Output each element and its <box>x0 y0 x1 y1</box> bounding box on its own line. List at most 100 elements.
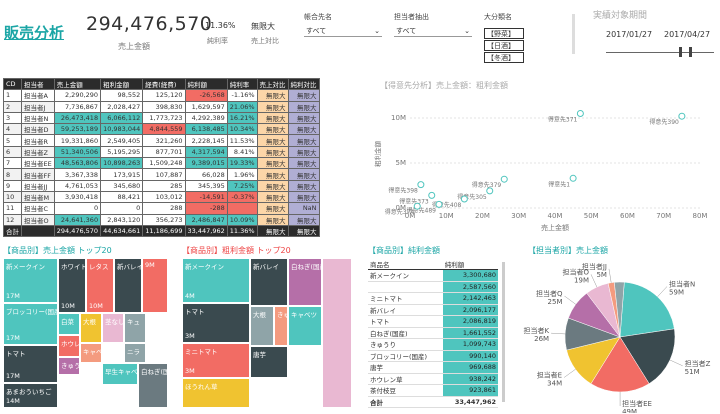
category-chip-vegetable[interactable]: 【野菜】 <box>484 28 524 39</box>
pie-slice[interactable] <box>619 328 676 384</box>
table-header[interactable]: 純利率 <box>226 77 258 91</box>
treemap-cell[interactable]: 大根 <box>250 306 274 346</box>
treemap-cell[interactable]: きゅうり <box>58 357 80 375</box>
treemap-cell[interactable]: 新メークイン 4M <box>182 258 250 303</box>
treemap-cell[interactable]: 大根 <box>80 313 102 343</box>
table-header[interactable]: 経費(経費) <box>142 77 186 91</box>
staff-dropdown[interactable]: すべて ⌄ <box>394 25 472 37</box>
treemap-cell[interactable]: 唐芋 <box>250 346 288 378</box>
treemap-value: 4M <box>185 292 195 300</box>
treemap-cell[interactable]: キャベツ <box>288 306 322 346</box>
product-table: 商品名 純利額 新メークイン 3,300,680 2,587,560 ミニトマト 2,14… <box>368 258 498 408</box>
treemap-cell[interactable]: あまおういちご 14M <box>3 383 58 408</box>
treemap-cell[interactable]: ミニトマト 3M <box>182 343 250 378</box>
table-cell: 無限大 <box>256 179 289 192</box>
treemap-cell[interactable]: 白ねぎ(国産) <box>288 258 322 306</box>
table-row[interactable]: 2,587,560 <box>368 281 498 293</box>
table-cell: 16.21% <box>226 111 258 125</box>
table-cell: 茶付枝豆 <box>368 384 443 397</box>
treemap-cell[interactable]: ブロッコリー(国産) 17M <box>3 303 58 345</box>
treemap-cell[interactable]: 9M <box>142 258 168 313</box>
table-row[interactable]: 4 担当者D 59,253,189 10,983,044 4,844,559 6,138,… <box>3 123 320 136</box>
category-scrollbar[interactable] <box>572 14 575 54</box>
table-header[interactable]: 商品名 <box>368 258 443 270</box>
table-header[interactable]: 売上金額 <box>53 77 102 91</box>
treemap-cell[interactable]: 白ねぎ(国産) <box>138 363 168 408</box>
treemap-cell[interactable]: キャベツ <box>80 343 102 363</box>
table-row[interactable]: ブロッコリー(国産) 990,140 <box>368 350 498 362</box>
table-header[interactable]: 純利対比 <box>287 77 320 91</box>
table-row[interactable]: 12 担当者O 24,641,360 2,843,120 356,273 2,486,84… <box>3 213 320 226</box>
table-header[interactable]: 粗利金額 <box>100 77 144 91</box>
treemap-cell[interactable]: ほうれん草 <box>182 378 250 408</box>
table-row[interactable]: 9 担当者JJ 4,761,053 345,680 285 345,395 7.25% 無限大… <box>3 179 320 192</box>
x-tick-label: 10M <box>439 212 454 220</box>
table-row[interactable]: 7 担当者EE 48,563,806 10,898,263 1,509,248 9,389… <box>3 157 320 170</box>
treemap-cell[interactable]: 新バレイ <box>114 258 142 313</box>
table-cell: 担当者O <box>21 213 55 226</box>
x-tick-label: 70M <box>656 212 671 220</box>
table-header[interactable]: 担当者 <box>21 77 55 91</box>
treemap-cell[interactable]: キュ <box>124 313 146 343</box>
table-cell: 923,861 <box>442 384 498 397</box>
table-cell: 9 <box>3 179 22 192</box>
table-header[interactable]: CD <box>3 77 22 91</box>
pie-slice[interactable] <box>614 281 625 338</box>
product-table-scrollbar[interactable] <box>502 262 505 402</box>
treemap-label: キャベツ <box>291 311 317 319</box>
treemap-cell[interactable]: きゅうり <box>274 306 288 346</box>
table-row[interactable]: 3 担当者N 26,473,418 6,066,112 1,773,723 4,292,3… <box>3 111 320 125</box>
table-row[interactable]: 11 担当者C 0 0 288 -288 無限大 NaN <box>3 202 320 215</box>
pie-slice[interactable] <box>619 281 675 338</box>
table-cell: -26,568 <box>184 89 228 102</box>
treemap-cell[interactable]: 新バレイ <box>250 258 288 306</box>
table-row[interactable]: 1 担当者A 2,290,290 98,552 125,120 -26,568 -1.16%… <box>3 89 320 102</box>
table-cell: 1,099,743 <box>442 338 498 351</box>
treemap-cell[interactable]: トマト 3M <box>182 303 250 343</box>
table-cell: 2,142,463 <box>442 292 498 305</box>
table-row[interactable]: トマト 2,086,819 <box>368 315 498 328</box>
pie-leader-line <box>657 286 668 297</box>
treemap-cell[interactable]: ホワイトアスパラ 10M <box>58 258 86 313</box>
category-chip-winter[interactable]: 【冬酒】 <box>484 52 524 63</box>
table-header[interactable]: 純利額 <box>442 258 498 270</box>
table-row[interactable]: 2 担当者J 7,736,867 2,028,427 398,830 1,629,597 2… <box>3 100 320 113</box>
treemap-cell[interactable]: 早生キャベツ <box>102 363 138 385</box>
scatter-chart: 0M 5M 10M 0M 10M 20M 30M 40M 50M 60M 70M 80M 粗利金額売上金… <box>373 110 707 232</box>
table-row[interactable]: 唐芋 969,688 <box>368 361 498 374</box>
table-cell: 白ねぎ(国産) <box>368 327 443 339</box>
table-row[interactable]: 6 担当者Z 51,340,506 5,195,295 877,701 4,317,594… <box>3 145 320 159</box>
treemap-cell[interactable] <box>322 258 352 408</box>
table-cell: 294,476,570 <box>53 224 102 238</box>
table-header[interactable]: 売上対比 <box>256 77 289 91</box>
table-row[interactable]: ミニトマト 2,142,463 <box>368 292 498 305</box>
table-row[interactable]: 8 担当者FF 3,367,338 173,915 107,887 66,028 1.96%… <box>3 168 320 181</box>
treemap-cell[interactable]: トマト 17M <box>3 345 58 383</box>
table-row[interactable]: ホウレン草 938,242 <box>368 373 498 385</box>
date-slider-handle-end[interactable] <box>689 47 692 57</box>
table-cell: 6 <box>3 145 22 159</box>
table-row[interactable]: 新メークイン 3,300,680 <box>368 269 498 282</box>
region-dropdown[interactable]: すべて ⌄ <box>304 25 382 37</box>
table-row[interactable]: きゅうり 1,099,743 <box>368 338 498 351</box>
table-row[interactable]: 新バレイ 2,096,177 <box>368 304 498 316</box>
treemap-cell[interactable]: 茎なし <box>102 313 124 343</box>
date-from[interactable]: 2017/01/27 <box>606 30 653 39</box>
treemap-cell[interactable]: 新メークイン 17M <box>3 258 58 303</box>
table-row[interactable]: 茶付枝豆 923,861 <box>368 384 498 397</box>
table-header[interactable]: 純利額 <box>184 77 228 91</box>
table-cell: 356,273 <box>142 213 186 226</box>
treemap-cell[interactable]: レタス 10M <box>86 258 114 313</box>
date-to[interactable]: 2017/04/27 <box>664 30 711 39</box>
table-row[interactable]: 10 担当者M 3,930,418 88,421 103,012 -14,591 -0.37… <box>3 190 320 204</box>
table-row[interactable]: 5 担当者R 19,331,860 2,549,405 321,260 2,228,145… <box>3 134 320 147</box>
treemap-cell[interactable]: 白菜 <box>58 313 80 335</box>
category-chip-sake[interactable]: 【日酒】 <box>484 40 524 51</box>
table-cell: 21.06% <box>226 100 258 113</box>
staff-filter-label: 担当者抽出 <box>394 13 429 21</box>
table-cell: 11.36% <box>226 224 258 238</box>
treemap-cell[interactable]: ニラ <box>124 343 146 363</box>
table-row[interactable]: 白ねぎ(国産) 1,661,552 <box>368 327 498 339</box>
date-slider-handle-start[interactable] <box>679 47 682 57</box>
treemap-cell[interactable]: ホウレン草 <box>58 335 80 357</box>
